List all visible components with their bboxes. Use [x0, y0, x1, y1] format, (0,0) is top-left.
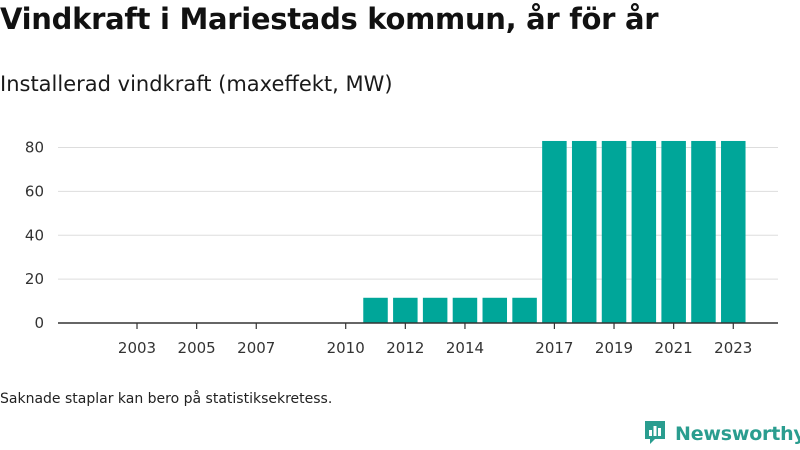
- y-tick-label: 0: [34, 314, 44, 332]
- x-tick-label: 2003: [118, 339, 156, 357]
- bar: [393, 297, 418, 323]
- bar: [571, 140, 597, 323]
- bar: [661, 140, 686, 323]
- x-tick-label: 2017: [535, 339, 573, 357]
- y-tick-label: 20: [25, 270, 44, 288]
- bar: [452, 297, 478, 323]
- chart-subtitle: Installerad vindkraft (maxeffekt, MW): [0, 72, 393, 96]
- y-tick-label: 60: [25, 182, 44, 200]
- bar: [691, 140, 716, 323]
- x-tick-label: 2007: [237, 339, 275, 357]
- x-tick-label: 2023: [714, 339, 752, 357]
- footnote: Saknade staplar kan bero på statistiksek…: [0, 391, 333, 407]
- bar: [601, 140, 627, 323]
- axes: [58, 322, 778, 329]
- bar: [363, 297, 388, 323]
- tick-labels: 0 20 40 60 80 2003 2005 2007 2010 2012 2014 2017 201…: [25, 139, 752, 357]
- x-tick-label: 2021: [655, 339, 693, 357]
- brand-name: Newsworthy: [675, 423, 800, 445]
- x-tick-label: 2005: [178, 339, 216, 357]
- y-tick-label: 40: [25, 226, 44, 244]
- bars: [363, 140, 746, 323]
- x-tick-label: 2014: [446, 339, 484, 357]
- bar: [631, 140, 657, 323]
- chart-title: Vindkraft i Mariestads kommun, år för år: [0, 2, 659, 36]
- bar: [482, 297, 508, 323]
- x-tick-label: 2019: [595, 339, 633, 357]
- x-tick-label: 2012: [386, 339, 424, 357]
- bar-chart: 0 20 40 60 80 2003 2005 2007 2010 2012 2014 2017 201…: [25, 139, 778, 357]
- newsworthy-logo-icon: [643, 419, 667, 449]
- bar: [512, 297, 537, 323]
- bar: [422, 297, 448, 323]
- bar: [721, 140, 746, 323]
- y-tick-label: 80: [25, 139, 44, 157]
- x-tick-label: 2010: [327, 339, 365, 357]
- brand[interactable]: Newsworthy: [643, 420, 800, 448]
- bar: [542, 140, 567, 323]
- gridlines: [58, 147, 778, 280]
